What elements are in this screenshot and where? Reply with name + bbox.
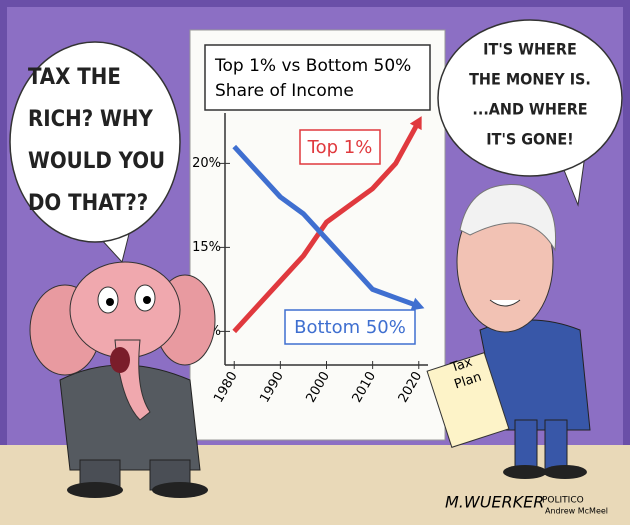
bubble-line: TAX THE bbox=[28, 65, 121, 90]
left-bubble-text: TAX THE RICH? WHY WOULD YOU DO THAT?? bbox=[28, 65, 165, 216]
bubble-line: THE MONEY IS. bbox=[469, 70, 591, 89]
series-line bbox=[232, 144, 420, 309]
signature-outlet: POLITICO bbox=[542, 496, 584, 506]
bubble-line: DO THAT?? bbox=[28, 191, 148, 216]
signature-artist: M.WUERKER bbox=[445, 493, 544, 512]
bubble-line: IT'S GONE! bbox=[486, 130, 573, 149]
series-label-box bbox=[284, 309, 416, 345]
chart-subtitle: Share of Income bbox=[215, 81, 354, 101]
y-tick-label: 15% bbox=[192, 240, 221, 255]
right-bubble-text: IT'S WHERE THE MONEY IS. ...AND WHERE IT'S … bbox=[469, 40, 591, 149]
series-label: Top 1% bbox=[307, 137, 373, 158]
chart-title: Top 1% vs Bottom 50% bbox=[214, 56, 411, 76]
y-tick-label: 20% bbox=[192, 156, 221, 171]
series-line bbox=[232, 120, 421, 334]
arrow-head bbox=[409, 116, 422, 131]
speech-bubble bbox=[9, 41, 181, 243]
title-box bbox=[204, 44, 431, 111]
bubble-line: IT'S WHERE bbox=[483, 40, 577, 59]
bubble-line: RICH? WHY bbox=[28, 107, 153, 132]
paper-line: Tax bbox=[448, 355, 474, 376]
signature-syndicate: Andrew McMeel bbox=[545, 507, 608, 516]
bubble-line: WOULD YOU bbox=[28, 149, 165, 174]
arrow-head bbox=[410, 297, 425, 311]
speech-bubble bbox=[437, 19, 623, 177]
man bbox=[456, 184, 591, 479]
series-label-box bbox=[299, 129, 381, 165]
series-label: Bottom 50% bbox=[294, 317, 406, 338]
tax-plan-paper bbox=[426, 352, 510, 448]
bubble-line: ...AND WHERE bbox=[472, 100, 587, 119]
elephant bbox=[29, 261, 216, 498]
